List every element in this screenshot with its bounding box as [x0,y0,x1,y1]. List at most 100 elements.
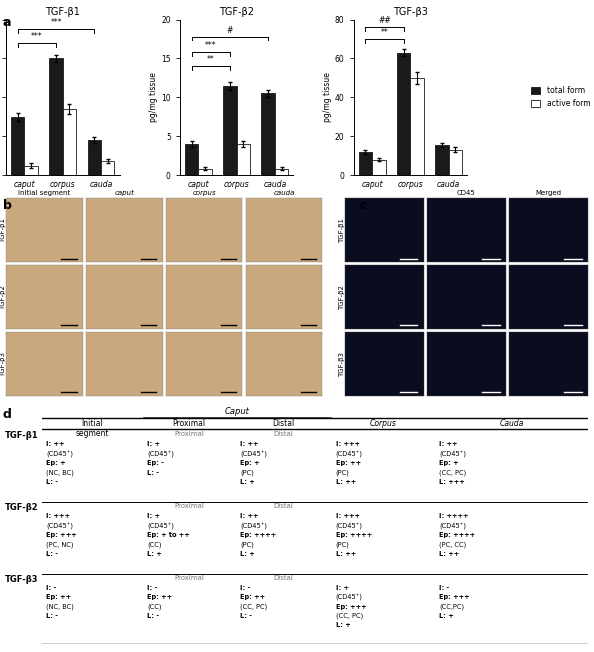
Text: (CD45⁺): (CD45⁺) [336,594,362,601]
Text: Ep: ++: Ep: ++ [240,594,265,600]
Text: L: +: L: + [440,613,454,619]
Text: (PC): (PC) [336,470,349,477]
Text: ***: *** [31,32,43,41]
Text: (PC, CC): (PC, CC) [440,542,467,548]
Text: Corpus: Corpus [369,419,397,428]
Bar [435,145,448,175]
Title: TGF-β3: TGF-β3 [393,7,428,18]
Title: corpus: corpus [192,190,216,196]
Text: L: -: L: - [46,479,58,486]
Text: I: ++: I: ++ [46,441,65,447]
Text: ***: *** [205,41,217,50]
Text: c: c [359,199,366,212]
Bar [223,85,236,175]
Text: L: +++: L: +++ [440,479,465,486]
Text: TGF-β2: TGF-β2 [5,503,39,512]
Text: Distal: Distal [273,431,293,437]
Text: (CD45⁺): (CD45⁺) [147,451,174,458]
Text: I: +++: I: +++ [336,513,359,519]
Text: L: +: L: + [147,552,162,557]
Text: (CD45⁺): (CD45⁺) [46,522,73,530]
Bar [448,150,462,175]
Bar [185,144,198,175]
Text: a: a [3,16,11,29]
Y-axis label: TGF-β1: TGF-β1 [339,218,345,243]
Y-axis label: pg/mg tissue: pg/mg tissue [323,72,332,122]
Bar [397,53,410,175]
Text: (PC): (PC) [240,542,254,548]
Title: initial segment: initial segment [18,190,71,196]
Text: Caput: Caput [225,408,249,417]
Text: (CD45⁺): (CD45⁺) [440,451,466,458]
Text: (CD45⁺): (CD45⁺) [240,522,267,530]
Text: **: ** [381,28,388,37]
Title: TGF-β1: TGF-β1 [45,7,80,18]
Title: cauda: cauda [273,190,295,196]
Text: (CD45⁺): (CD45⁺) [147,522,174,530]
Text: I: +: I: + [147,441,160,447]
Text: (CD45⁺): (CD45⁺) [240,451,267,458]
Legend: total form, active form: total form, active form [531,87,590,108]
Text: (CC): (CC) [147,542,162,548]
Text: Ep: +: Ep: + [46,460,65,466]
Text: (CC, PC): (CC, PC) [336,613,363,619]
Text: Distal: Distal [272,419,295,428]
Text: (NC, BC): (NC, BC) [46,604,74,610]
Text: Ep: +++: Ep: +++ [336,604,366,610]
Text: L: -: L: - [147,613,159,619]
Text: (NC, BC): (NC, BC) [46,470,74,477]
Text: Ep: + to ++: Ep: + to ++ [147,532,190,538]
Text: ***: *** [50,18,62,27]
Text: L: ++: L: ++ [336,479,356,486]
Text: (PC, NC): (PC, NC) [46,542,74,548]
Text: (CC,PC): (CC,PC) [440,604,465,610]
Title: TGF-β2: TGF-β2 [219,7,254,18]
Text: (CD45⁺): (CD45⁺) [440,522,466,530]
Text: L: -: L: - [147,470,159,476]
Text: I: ++: I: ++ [440,441,458,447]
Bar [261,93,275,175]
Title: Merged: Merged [536,190,561,196]
Text: I: +: I: + [147,513,160,519]
Text: TGF-β1: TGF-β1 [5,431,39,440]
Text: L: +: L: + [240,552,255,557]
Bar [372,160,386,175]
Bar [24,166,38,175]
Text: Ep: ++: Ep: ++ [336,460,361,466]
Text: (CC, PC): (CC, PC) [440,470,467,477]
Text: Proximal: Proximal [174,575,204,581]
Text: (CD45⁺): (CD45⁺) [336,451,362,458]
Text: I: -: I: - [240,585,250,591]
Text: Proximal: Proximal [173,419,206,428]
Text: Distal: Distal [273,575,293,581]
Y-axis label: TGF-β1: TGF-β1 [0,218,6,243]
Y-axis label: TGF-β2: TGF-β2 [0,285,6,310]
Text: Initial
segment: Initial segment [75,419,109,439]
Text: Ep: ++++: Ep: ++++ [440,532,476,538]
Text: (CC): (CC) [147,604,162,610]
Text: Cauda: Cauda [500,419,524,428]
Text: (PC): (PC) [240,470,254,477]
Text: I: -: I: - [440,585,450,591]
Text: I: -: I: - [147,585,157,591]
Text: I: +++: I: +++ [46,513,70,519]
Text: I: -: I: - [46,585,56,591]
Text: TGF-β3: TGF-β3 [5,575,39,584]
Y-axis label: TGF-β3: TGF-β3 [339,351,345,376]
Text: ##: ## [378,16,391,25]
Bar [101,161,115,175]
Text: Ep: +: Ep: + [440,460,459,466]
Text: Ep: +++: Ep: +++ [440,594,470,600]
Text: I: ++: I: ++ [240,513,258,519]
Text: (CD45⁺): (CD45⁺) [46,451,73,458]
Bar [275,169,288,175]
Text: Ep: ++++: Ep: ++++ [240,532,276,538]
Text: Proximal: Proximal [174,503,204,509]
Bar [63,109,76,175]
Text: L: -: L: - [46,613,58,619]
Bar [11,117,24,175]
Bar [410,78,424,175]
Bar [88,140,101,175]
Text: Proximal: Proximal [174,431,204,437]
Text: d: d [3,408,12,421]
